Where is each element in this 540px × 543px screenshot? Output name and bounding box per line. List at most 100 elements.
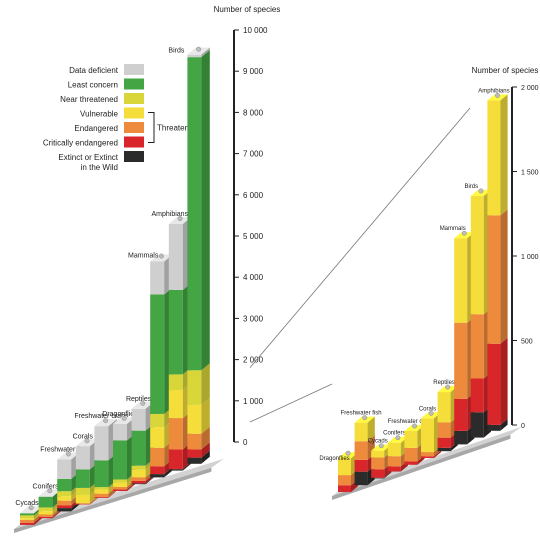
bar-conifers-cr [388,466,401,471]
y-tick-label-5000: 5 000 [243,232,264,241]
legend-swatch-en [124,122,144,133]
legend-label-ex-line2: in the Wild [81,163,118,172]
bar-birds-lc [187,57,201,370]
bar-cycads-ex [371,478,384,479]
reptiles-icon [141,401,145,405]
bar-dragonflies-cr [338,485,351,492]
bar-freshwater-crabs-en [404,448,417,462]
bar-conifers-vu [388,443,401,457]
category-label-mammals: Mammals [440,226,466,232]
y-tick-label-8000: 8 000 [243,108,264,117]
bar-reptiles-en [438,422,451,437]
category-label-freshwater-fish: Freshwater fish [341,411,382,417]
legend-label-nt: Near threatened [60,95,118,104]
reptiles-icon [446,385,450,389]
bar-birds-ex [471,412,484,437]
bar-mammals-ex [150,474,164,477]
bar-reptiles-vu [132,470,146,477]
bar-cycads-lc [20,513,34,515]
legend-label-vu: Vulnerable [80,110,119,119]
conifers-icon [396,436,400,440]
bar-freshwater-fish-ex [57,508,71,511]
cycads-icon [29,505,33,509]
y-tick-label-1000: 1 000 [521,254,539,261]
bar-reptiles-ex [438,448,451,451]
category-label-corals: Corals [419,406,436,412]
bar-birds-en [187,434,201,450]
y-tick-label-10000: 10 000 [243,26,268,35]
bar-freshwater-fish-nt [57,491,71,496]
bar-dragonflies-cr [113,489,127,491]
category-label-conifers: Conifers [33,483,60,490]
bar-conifers-vu [39,511,53,514]
corals-icon [429,411,433,415]
conifers-icon [48,489,52,493]
category-label-reptiles: Reptiles [433,380,455,386]
category-label-cycads: Cycads [368,439,388,445]
y-tick-label-0: 0 [243,438,248,447]
y-axis-title: Number of species [472,66,539,75]
bar-reptiles-vu [438,392,451,422]
bar-freshwater-crabs-lc [94,460,108,487]
dragonflies-icon [346,451,350,455]
legend-label-dd: Data deficient [69,66,119,75]
bar-mammals-en [150,448,164,467]
bar-side-amphibians-en [500,209,507,343]
bar-birds-nt [187,370,201,405]
connector-upper [250,108,470,368]
y-tick-label-6000: 6 000 [243,191,264,200]
bar-side-amphibians-cr [500,338,507,425]
bar-amphibians-en [487,215,500,343]
bar-freshwater-crabs-cr [404,461,417,464]
bar-dragonflies-en [338,475,351,485]
bar-side-birds-lc [201,50,209,370]
amphibians-icon [178,216,182,220]
mammals-icon [159,254,163,258]
bar-mammals-vu [454,238,467,323]
bar-mammals-ex [454,431,467,445]
bar-freshwater-fish-vu [355,423,368,442]
bar-amphibians-dd [169,224,183,290]
bar-freshwater-fish-en [355,441,368,460]
bar-freshwater-fish-en [57,501,71,506]
bar-amphibians-en [169,418,183,449]
bar-side-amphibians-vu [500,94,507,215]
y-axis-title: Number of species [214,5,281,14]
bar-dragonflies-en [113,487,127,489]
bar-amphibians-ex [487,425,500,431]
category-label-amphibians: Amphibians [152,211,189,218]
bar-mammals-en [454,323,467,399]
bar-amphibians-cr [487,344,500,425]
y-tick-label-0: 0 [521,423,525,430]
legend-swatch-vu [124,108,144,119]
mammals-icon [462,231,466,235]
bar-freshwater-crabs-vu [404,431,417,448]
bar-amphibians-vu [169,390,183,418]
bar-dragonflies-dd [113,424,127,440]
legend-label-en: Endangered [74,124,118,133]
freshwater-crabs-icon [103,418,107,422]
y-tick-label-1000: 1 000 [243,397,264,406]
bar-corals-vu [76,495,90,503]
y-tick-label-7000: 7 000 [243,150,264,159]
legend-swatch-dd [124,64,144,75]
bar-cycads-cr [20,523,34,525]
bar-amphibians-nt [169,374,183,390]
category-label-amphibians: Amphibians [478,88,509,94]
bar-dragonflies-vu [113,483,127,487]
bar-corals-cr [421,456,434,458]
bar-conifers-lc [39,497,53,508]
y-tick-label-3000: 3 000 [243,314,264,323]
category-label-mammals: Mammals [128,253,159,260]
bar-corals-vu [421,418,434,452]
bar-corals-lc [76,469,90,488]
bar-freshwater-fish-cr [57,505,71,508]
bar-freshwater-crabs-dd [94,426,108,460]
bar-reptiles-cr [438,438,451,448]
category-label-dragonflies: Dragonflies [319,456,349,462]
y-tick-label-4000: 4 000 [243,273,264,282]
bar-freshwater-fish-lc [57,479,71,491]
